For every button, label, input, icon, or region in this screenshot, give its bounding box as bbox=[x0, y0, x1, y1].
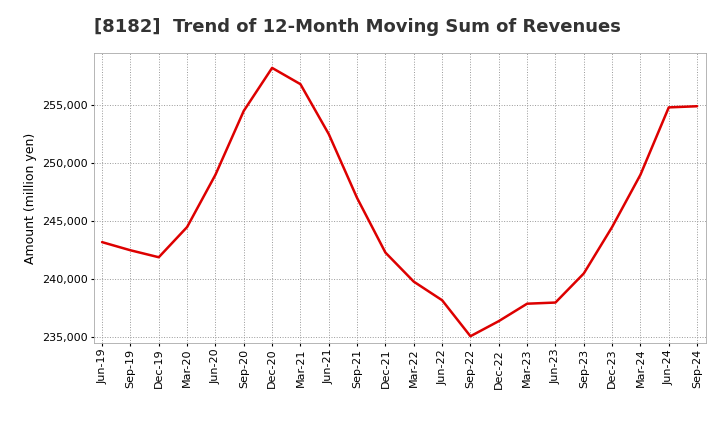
Y-axis label: Amount (million yen): Amount (million yen) bbox=[24, 132, 37, 264]
Text: [8182]  Trend of 12-Month Moving Sum of Revenues: [8182] Trend of 12-Month Moving Sum of R… bbox=[94, 18, 621, 36]
